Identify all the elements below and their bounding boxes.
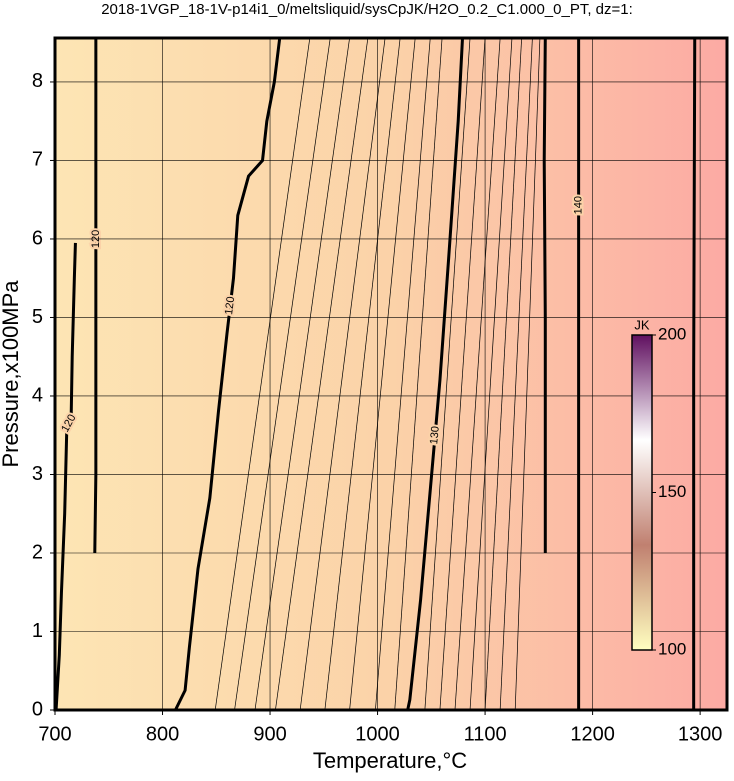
y-axis-label: Pressure,x100MPa xyxy=(0,280,23,468)
y-tick-label: 4 xyxy=(32,384,43,406)
chart-title: 2018-1VGP_18-1V-p14i1_0/meltsliquid/sysC… xyxy=(101,1,633,18)
y-tick-label: 8 xyxy=(32,70,43,92)
contour-line xyxy=(499,38,533,710)
contour-line xyxy=(299,38,386,710)
contour-line xyxy=(234,38,331,710)
x-tick-label: 1000 xyxy=(355,723,400,745)
x-tick-label: 1300 xyxy=(678,723,723,745)
y-tick-label: 1 xyxy=(32,620,43,642)
contour-line xyxy=(275,38,369,710)
contour-line xyxy=(542,38,547,553)
colorbar-tick-label: 100 xyxy=(658,639,686,658)
contour-line xyxy=(469,38,513,710)
y-tick-label: 2 xyxy=(32,541,43,563)
x-tick-label: 1100 xyxy=(464,723,507,745)
contour-line xyxy=(394,38,443,710)
contour-line xyxy=(324,38,401,710)
colorbar-tick-label: 200 xyxy=(658,324,686,343)
contour-line xyxy=(174,38,282,710)
y-tick-label: 0 xyxy=(32,698,43,720)
contour-line xyxy=(454,38,501,710)
contour-line xyxy=(514,38,541,710)
contour-line xyxy=(55,242,77,710)
contour-line xyxy=(424,38,471,710)
contour-line xyxy=(406,38,464,710)
contour-line xyxy=(484,38,522,710)
contour-line xyxy=(439,38,486,710)
contour-label: 140 xyxy=(573,196,585,214)
colorbar xyxy=(631,334,653,651)
x-tick-label: 700 xyxy=(38,723,71,745)
contour-line xyxy=(93,38,98,554)
contour-line xyxy=(692,38,697,710)
x-tick-label: 1200 xyxy=(570,723,615,745)
x-axis-label: Temperature,°C xyxy=(313,748,467,773)
x-tick-label: 800 xyxy=(146,723,179,745)
y-tick-label: 5 xyxy=(32,306,43,328)
colorbar-tick-label: 150 xyxy=(658,482,686,501)
x-tick-label: 900 xyxy=(253,723,286,745)
plot-frame xyxy=(53,36,729,712)
contour-line xyxy=(349,38,416,710)
contour-label: 120 xyxy=(223,296,237,316)
plot-background xyxy=(55,38,727,710)
contour-label: 130 xyxy=(428,426,442,445)
contour-line xyxy=(375,38,431,710)
contour-line xyxy=(254,38,350,710)
y-tick-label: 7 xyxy=(32,149,43,171)
contour-line xyxy=(214,38,311,710)
y-tick-label: 3 xyxy=(32,463,43,485)
y-tick-label: 6 xyxy=(32,227,43,249)
colorbar-label: JK xyxy=(634,317,650,332)
